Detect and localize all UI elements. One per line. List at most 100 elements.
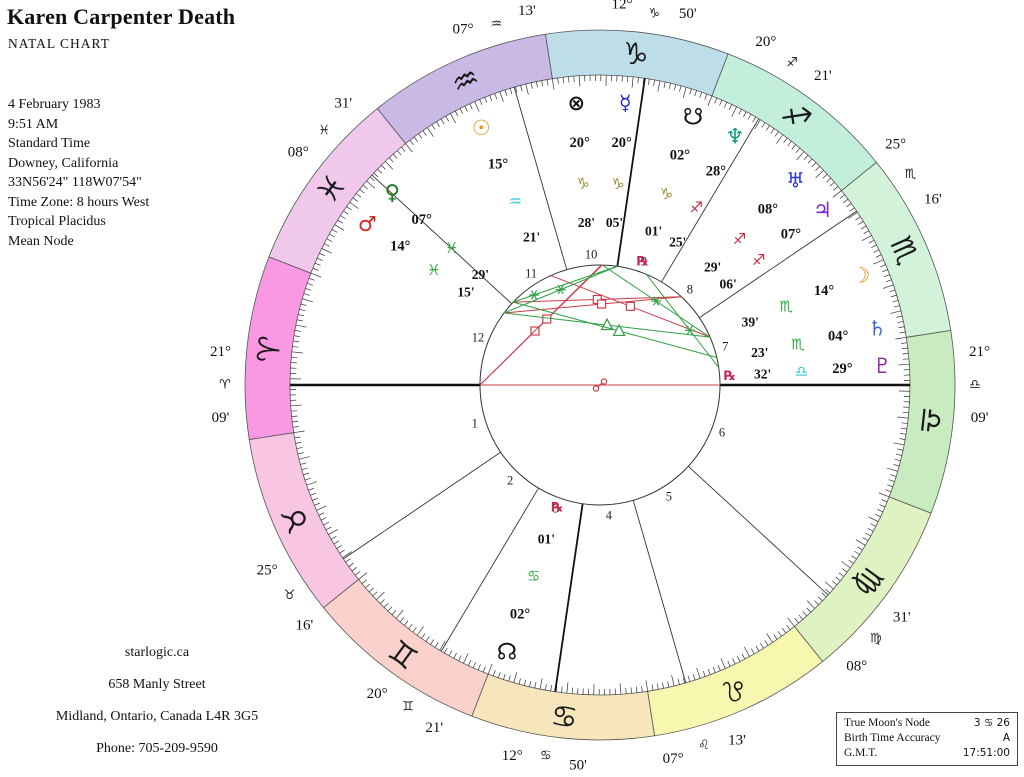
sun-minute: 21' xyxy=(523,230,540,245)
degree-tick xyxy=(392,153,398,159)
house-cusp-6 xyxy=(687,465,829,596)
house-number-3: 3 xyxy=(553,501,559,515)
cusp-10-degree: 12° xyxy=(612,0,633,13)
degree-tick xyxy=(882,284,894,289)
degree-tick xyxy=(881,499,888,503)
degree-tick xyxy=(727,660,731,667)
north-node-minute: 01' xyxy=(538,531,555,546)
degree-tick xyxy=(291,410,298,412)
cusp-12-degree: 08° xyxy=(288,144,309,160)
degree-tick xyxy=(331,228,338,233)
degree-tick xyxy=(318,512,325,516)
uranus-sign-icon: ♐ xyxy=(733,230,746,248)
degree-tick xyxy=(897,448,904,451)
degree-tick xyxy=(295,324,307,328)
degree-tick xyxy=(566,682,569,694)
aspect-line-venus-saturn xyxy=(513,301,717,359)
aspect-line-mars-uranus xyxy=(503,296,682,314)
info-box-row-1: True Moon's Node 3 ♋ 26 xyxy=(844,716,1010,731)
degree-tick xyxy=(299,308,306,312)
degree-tick xyxy=(541,80,544,87)
degree-tick xyxy=(340,215,346,220)
degree-tick xyxy=(343,210,349,215)
degree-tick xyxy=(359,189,365,194)
degree-tick xyxy=(663,81,666,88)
degree-tick xyxy=(901,422,908,424)
degree-tick xyxy=(443,647,448,654)
birth-info-line-8: Mean Node xyxy=(8,233,74,249)
cusp-11-sign-icon: ♒ xyxy=(490,17,502,32)
cusp-5-degree: 07° xyxy=(663,751,684,767)
degree-tick xyxy=(310,272,322,278)
degree-tick xyxy=(513,672,518,683)
degree-tick xyxy=(893,305,900,308)
degree-tick xyxy=(897,416,909,419)
degree-tick xyxy=(464,105,468,112)
degree-tick xyxy=(293,430,305,434)
cusp-11-minute: 13' xyxy=(518,3,536,19)
birth-info-block: 4 February 1983 9:51 AM Standard Time Downe… xyxy=(8,95,149,251)
uranus-minute: 29' xyxy=(704,260,721,275)
degree-tick xyxy=(293,340,300,343)
house-number-9: 9 xyxy=(641,255,647,269)
degree-tick xyxy=(336,545,342,549)
venus-sign-icon: ♓ xyxy=(445,239,458,257)
degree-tick xyxy=(724,101,728,108)
degree-tick xyxy=(546,79,549,86)
sun-sign-icon: ♒ xyxy=(509,193,522,211)
degree-tick xyxy=(295,441,302,444)
degree-tick xyxy=(534,682,537,689)
degree-tick xyxy=(296,319,303,322)
degree-tick xyxy=(707,95,713,107)
degree-tick xyxy=(469,103,473,110)
cusp-8-degree: 25° xyxy=(885,137,906,153)
cusp-5-minute: 13' xyxy=(728,733,746,749)
degree-tick xyxy=(815,169,824,179)
moon-sign-icon: ♏ xyxy=(779,298,793,316)
degree-tick xyxy=(418,133,423,139)
degree-tick xyxy=(571,687,574,694)
degree-tick xyxy=(412,627,417,633)
cusp-4-sign-icon: ♋ xyxy=(540,749,552,764)
cancer-sign-icon: ♋ xyxy=(549,696,580,734)
degree-tick xyxy=(743,111,747,118)
footer-line-2: 658 Manly Street xyxy=(108,677,206,692)
mercury-sign-icon: ♑ xyxy=(611,175,624,193)
degree-tick xyxy=(897,320,904,323)
aspect-sextile-icon xyxy=(651,296,662,306)
jupiter-sign-icon: ♐ xyxy=(752,251,765,269)
degree-tick xyxy=(880,264,886,268)
degree-tick xyxy=(467,660,472,666)
degree-tick xyxy=(898,363,910,366)
degree-tick xyxy=(842,568,848,573)
degree-tick xyxy=(409,140,414,146)
degree-tick xyxy=(803,154,809,160)
degree-tick xyxy=(408,623,413,629)
degree-tick xyxy=(774,131,779,137)
degree-tick xyxy=(791,144,796,150)
degree-tick xyxy=(900,427,907,430)
degree-tick xyxy=(848,559,854,564)
degree-tick xyxy=(764,640,769,646)
degree-tick xyxy=(890,474,897,477)
degree-tick xyxy=(829,181,835,187)
aries-sign-icon: ♈ xyxy=(251,334,289,365)
degree-tick xyxy=(893,464,900,467)
mars-sign-icon: ♓ xyxy=(427,261,440,279)
degree-tick xyxy=(474,101,480,112)
degree-tick xyxy=(741,653,746,660)
degree-tick xyxy=(747,114,752,120)
degree-tick xyxy=(445,115,449,122)
birth-info-line-3: Standard Time xyxy=(8,136,91,151)
degree-tick xyxy=(319,252,325,257)
degree-tick xyxy=(454,110,459,117)
degree-tick xyxy=(518,678,521,685)
degree-tick xyxy=(520,85,523,92)
degree-tick xyxy=(298,314,305,317)
degree-tick xyxy=(854,550,860,555)
degree-tick xyxy=(302,298,313,303)
degree-tick xyxy=(860,225,867,230)
venus-degree: 07° xyxy=(412,212,433,228)
degree-tick xyxy=(346,206,352,211)
degree-tick xyxy=(857,546,863,551)
